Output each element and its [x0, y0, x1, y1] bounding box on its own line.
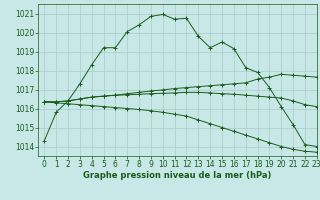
X-axis label: Graphe pression niveau de la mer (hPa): Graphe pression niveau de la mer (hPa): [84, 171, 272, 180]
